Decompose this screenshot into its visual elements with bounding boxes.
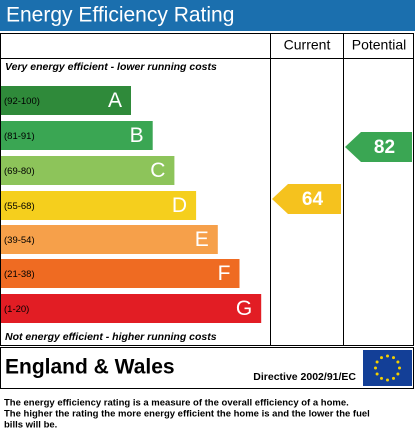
title: Energy Efficiency Rating [6,4,234,27]
eu-star [392,376,395,380]
directive: Directive 2002/91/EC [253,371,356,383]
band-letter: B [130,124,144,147]
eu-star [386,354,389,358]
current-arrow [272,184,341,214]
potential-arrow [345,132,412,162]
band-letter: E [195,228,209,251]
band-range: (69-80) [4,166,35,177]
eu-star [374,366,377,370]
band-bar [1,156,175,185]
eu-star [375,360,379,364]
eu-star [398,366,401,370]
band-bar [1,191,197,220]
description-line: The energy efficiency rating is a measur… [4,398,349,409]
footer-frame [0,347,414,389]
band-letter: A [108,89,122,112]
description-line: bills will be. [4,420,57,431]
band-range: (39-54) [4,235,35,246]
band-range: (21-38) [4,269,35,280]
eu-star [380,376,383,380]
eu-star [396,372,400,376]
band-range: (81-91) [4,131,35,142]
eu-star [396,360,400,364]
band-bar [1,86,131,115]
current-value: 64 [302,189,324,210]
band-range: (92-100) [4,96,40,107]
band-bar [1,259,240,288]
eu-star [392,356,395,360]
band-bar [1,294,262,323]
eu-star [386,378,389,382]
band-letter: G [236,297,252,320]
band-bar [1,121,153,150]
bottom-note: Not energy efficient - higher running co… [5,331,217,343]
band-letter: F [218,262,231,285]
title-bar [0,0,415,31]
eu-star [375,372,379,376]
eu-star [380,356,383,360]
current-header: Current [284,37,331,53]
band-range: (55-68) [4,201,35,212]
band-bar [1,225,218,254]
eu-stars [374,354,401,382]
region: England & Wales [5,356,175,379]
description-line: The higher the rating the more energy ef… [4,409,370,420]
band-range: (1-20) [4,304,29,315]
potential-header: Potential [352,37,406,53]
band-letter: D [172,194,187,217]
potential-value: 82 [374,137,395,158]
top-note: Very energy efficient - lower running co… [5,61,217,73]
table-frame [0,33,414,346]
band-letter: C [150,159,165,182]
